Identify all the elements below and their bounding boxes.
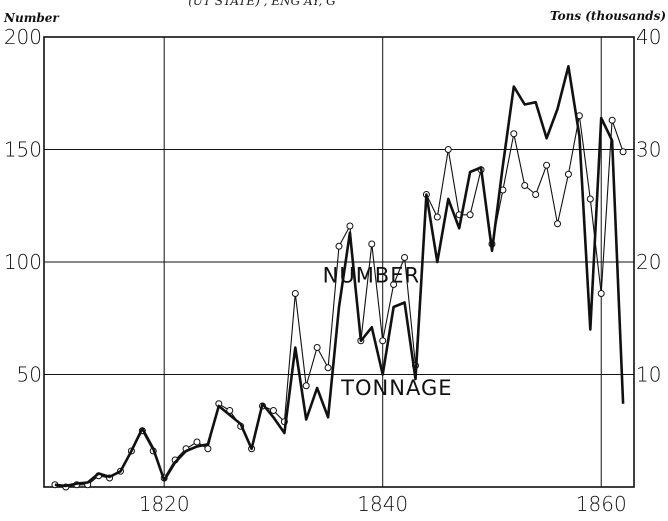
data-point xyxy=(444,146,452,153)
x-tick-label: 1820 xyxy=(139,492,190,516)
series-tonnage xyxy=(54,65,625,488)
data-point xyxy=(532,191,540,198)
annotations: NUMBER TONNAGE xyxy=(323,263,452,400)
header-fragment: (UT STATE) , ENG AY, G xyxy=(188,0,336,8)
data-point xyxy=(543,161,551,169)
data-point xyxy=(619,148,627,156)
y-right-tick-label: 30 xyxy=(636,138,661,162)
series-line-tonnage xyxy=(54,65,625,488)
y-left-tick-label: 150 xyxy=(4,138,42,162)
grid-lines xyxy=(43,36,635,488)
annotation-tonnage: TONNAGE xyxy=(340,376,452,400)
data-point xyxy=(521,182,529,189)
data-point xyxy=(390,281,398,288)
data-point xyxy=(335,242,343,250)
data-point xyxy=(324,364,332,372)
y-right-tick-label: 20 xyxy=(636,250,661,274)
data-point xyxy=(401,254,409,261)
data-point xyxy=(269,407,277,414)
data-point xyxy=(466,211,474,219)
data-point xyxy=(204,445,212,453)
data-point xyxy=(608,116,616,124)
data-point xyxy=(346,222,354,230)
tick-labels: 1820 1840 1860 50 100 150 200 10 20 30 40 xyxy=(4,25,662,516)
y-right-tick-label: 40 xyxy=(636,25,661,49)
y-left-axis-title: Number xyxy=(3,11,60,25)
data-point xyxy=(193,438,201,446)
data-point xyxy=(597,290,605,297)
y-left-tick-label: 200 xyxy=(4,25,42,49)
data-point xyxy=(313,344,321,351)
data-point xyxy=(564,170,572,178)
data-point xyxy=(510,130,518,138)
y-right-tick-label: 10 xyxy=(636,363,661,387)
x-tick-label: 1840 xyxy=(357,492,408,516)
y-right-axis-title: Tons (thousands) xyxy=(550,9,666,23)
data-point xyxy=(586,195,594,203)
y-left-tick-label: 50 xyxy=(17,363,42,387)
x-tick-label: 1860 xyxy=(576,492,627,516)
data-point xyxy=(379,337,387,345)
y-left-tick-label: 100 xyxy=(4,250,42,274)
data-point xyxy=(433,213,441,221)
data-point xyxy=(291,290,299,297)
data-point xyxy=(302,382,310,390)
data-point xyxy=(368,240,376,248)
series-layer xyxy=(51,65,627,491)
annotation-number: NUMBER xyxy=(323,263,420,287)
data-point xyxy=(554,220,562,228)
